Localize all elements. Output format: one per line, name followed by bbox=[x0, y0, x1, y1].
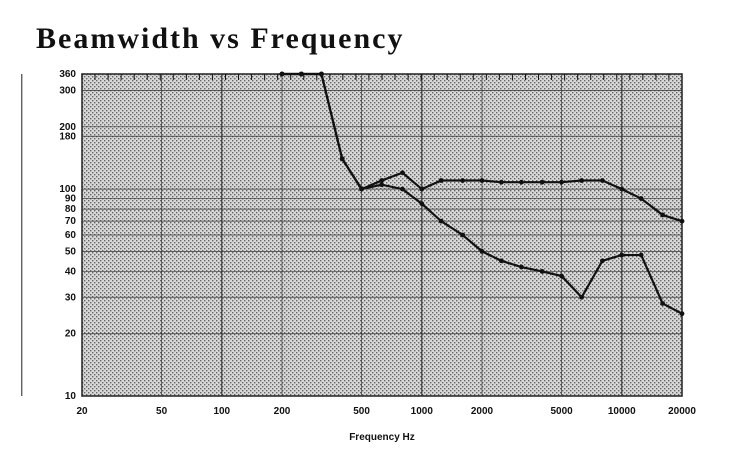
data-point bbox=[600, 178, 605, 183]
y-tick-label: 20 bbox=[65, 329, 77, 340]
data-point bbox=[400, 170, 405, 176]
y-tick-label: 300 bbox=[59, 85, 76, 96]
data-point bbox=[539, 269, 545, 274]
data-point bbox=[339, 156, 345, 162]
data-point bbox=[579, 178, 585, 183]
data-point bbox=[679, 311, 685, 317]
x-tick-label: 20000 bbox=[668, 406, 696, 417]
data-point bbox=[419, 186, 425, 192]
x-tick-label: 50 bbox=[156, 406, 168, 417]
y-tick-label: 60 bbox=[65, 230, 77, 241]
data-point bbox=[619, 252, 625, 258]
data-point bbox=[279, 71, 285, 77]
data-point bbox=[319, 71, 324, 77]
x-tick-label: 1000 bbox=[411, 406, 434, 417]
y-tick-label: 360 bbox=[59, 69, 76, 80]
data-point bbox=[379, 178, 385, 183]
y-tick-label: 30 bbox=[65, 292, 77, 303]
x-tick-label: 5000 bbox=[550, 406, 573, 417]
x-tick-label: 100 bbox=[213, 406, 230, 417]
data-point bbox=[298, 71, 304, 77]
y-tick-label: 90 bbox=[65, 194, 77, 205]
data-point bbox=[600, 258, 605, 264]
x-tick-label: 200 bbox=[274, 406, 291, 417]
data-point bbox=[479, 178, 485, 183]
data-point bbox=[619, 186, 625, 192]
data-point bbox=[379, 182, 385, 188]
data-point bbox=[559, 179, 564, 185]
chart-title: Beamwidth vs Frequency bbox=[36, 22, 405, 55]
data-point bbox=[539, 179, 545, 185]
data-point bbox=[660, 301, 666, 306]
y-tick-label: 180 bbox=[59, 131, 76, 142]
data-point bbox=[460, 232, 466, 238]
data-point bbox=[519, 179, 524, 185]
data-point bbox=[438, 178, 444, 183]
y-tick-label: 50 bbox=[65, 246, 77, 257]
data-point bbox=[359, 186, 364, 192]
x-tick-label: 10000 bbox=[608, 406, 636, 417]
y-tick-label: 200 bbox=[59, 122, 76, 133]
data-point bbox=[400, 186, 405, 192]
data-point bbox=[498, 179, 504, 185]
y-tick-label: 40 bbox=[65, 266, 77, 277]
y-tick-label: 100 bbox=[59, 184, 76, 195]
x-tick-label: 2000 bbox=[471, 406, 494, 417]
data-point bbox=[519, 264, 524, 270]
y-tick-label: 70 bbox=[65, 216, 77, 227]
data-point bbox=[579, 294, 585, 300]
data-point bbox=[638, 196, 644, 201]
y-tick-label: 10 bbox=[65, 391, 77, 402]
data-point bbox=[479, 248, 485, 254]
data-point bbox=[638, 252, 644, 258]
data-point bbox=[419, 201, 425, 207]
x-axis-label: Frequency Hz bbox=[349, 432, 415, 443]
data-point bbox=[498, 258, 504, 264]
y-tick-label: 80 bbox=[65, 204, 77, 215]
x-tick-label: 20 bbox=[76, 406, 88, 417]
data-point bbox=[559, 273, 564, 279]
data-point bbox=[679, 218, 685, 224]
data-point bbox=[438, 218, 444, 224]
data-point bbox=[460, 178, 466, 183]
data-point bbox=[660, 212, 666, 218]
x-tick-label: 500 bbox=[353, 406, 370, 417]
